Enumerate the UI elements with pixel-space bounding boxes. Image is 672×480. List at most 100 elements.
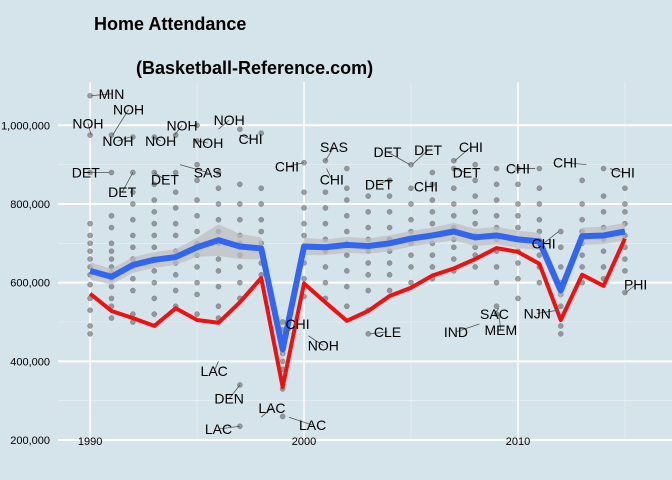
data-point xyxy=(172,232,179,239)
data-point xyxy=(536,165,543,172)
data-point xyxy=(429,252,436,258)
data-point xyxy=(236,201,243,207)
data-point xyxy=(493,212,500,219)
label-leader xyxy=(288,416,313,426)
data-point xyxy=(365,208,372,215)
data-point xyxy=(130,189,136,196)
data-point xyxy=(130,134,136,140)
data-point xyxy=(472,264,479,270)
y-tick-label: 200,000 xyxy=(10,435,50,447)
y-tick-label: 600,000 xyxy=(10,278,50,290)
data-point xyxy=(343,252,350,258)
team-label: SAS xyxy=(194,164,222,180)
data-point xyxy=(172,189,179,196)
data-point xyxy=(386,208,393,215)
data-point xyxy=(194,279,200,286)
label-leader xyxy=(564,162,587,166)
data-point xyxy=(622,256,628,262)
data-point xyxy=(536,279,543,286)
label-leader xyxy=(218,119,230,130)
data-point xyxy=(258,216,265,223)
data-point xyxy=(236,216,243,223)
team-label: NOH xyxy=(145,133,176,149)
data-point xyxy=(172,287,179,294)
data-point xyxy=(429,181,436,188)
data-point xyxy=(408,279,414,286)
data-point xyxy=(343,165,350,172)
data-point xyxy=(87,220,93,227)
data-point xyxy=(600,208,607,215)
scatter-points xyxy=(87,92,628,430)
data-point xyxy=(622,185,628,192)
data-point xyxy=(536,185,543,192)
data-point xyxy=(151,244,158,251)
data-point xyxy=(301,275,307,282)
data-point xyxy=(130,244,136,251)
label-leader xyxy=(174,125,183,136)
data-point xyxy=(194,228,200,235)
team-label: CHI xyxy=(320,172,344,188)
x-tick-label: 1990 xyxy=(78,436,102,448)
data-point xyxy=(343,283,350,290)
team-label: LAC xyxy=(201,363,228,379)
data-point xyxy=(130,169,136,176)
data-point xyxy=(215,185,222,192)
label-leader xyxy=(453,168,467,173)
data-point xyxy=(151,295,158,302)
data-point xyxy=(279,319,286,325)
label-leader xyxy=(455,323,480,333)
data-point xyxy=(515,224,521,231)
data-point xyxy=(343,228,350,235)
label-leader xyxy=(370,331,388,335)
team-label: DET xyxy=(72,164,100,180)
team-label: NOH xyxy=(113,102,144,118)
data-point xyxy=(279,358,286,365)
data-point xyxy=(108,315,115,321)
data-point xyxy=(108,240,115,247)
data-point xyxy=(386,193,393,199)
team-label: DET xyxy=(365,176,393,192)
x-tick-label: 2000 xyxy=(292,436,316,448)
data-point xyxy=(557,264,564,270)
data-point xyxy=(151,197,158,203)
smooth-trend-line xyxy=(89,228,626,353)
label-leader xyxy=(543,231,559,244)
data-point xyxy=(429,169,436,176)
data-point xyxy=(557,303,564,310)
data-point xyxy=(408,185,414,192)
data-point xyxy=(87,281,93,288)
data-point xyxy=(493,264,500,270)
data-point xyxy=(515,201,521,207)
data-point xyxy=(87,240,93,247)
label-leader xyxy=(609,168,623,173)
team-label: LAC xyxy=(258,400,285,416)
label-leader xyxy=(91,93,112,97)
data-point xyxy=(87,132,93,138)
team-label: CHI xyxy=(532,235,556,251)
data-point xyxy=(172,220,179,227)
data-point xyxy=(450,212,457,219)
data-point xyxy=(301,232,307,239)
data-point xyxy=(429,208,436,215)
data-point xyxy=(322,279,329,286)
label-leader xyxy=(228,384,241,399)
data-point xyxy=(600,193,607,199)
data-point xyxy=(194,161,200,168)
data-point xyxy=(87,256,93,262)
data-point xyxy=(194,177,200,184)
data-point xyxy=(172,169,179,176)
label-leader xyxy=(260,407,273,418)
data-point xyxy=(151,181,158,188)
label-leader xyxy=(308,335,324,346)
team-label: NOH xyxy=(192,135,223,151)
data-point xyxy=(108,283,115,290)
data-point xyxy=(622,268,628,274)
x-axis-ticks: 1990 2000 2010 xyxy=(78,436,530,448)
data-point xyxy=(343,268,350,274)
chart-title: Home Attendance xyxy=(94,14,246,34)
team-label: IND xyxy=(444,324,468,340)
data-point xyxy=(194,197,200,203)
data-point xyxy=(579,264,585,270)
data-point xyxy=(557,244,564,251)
